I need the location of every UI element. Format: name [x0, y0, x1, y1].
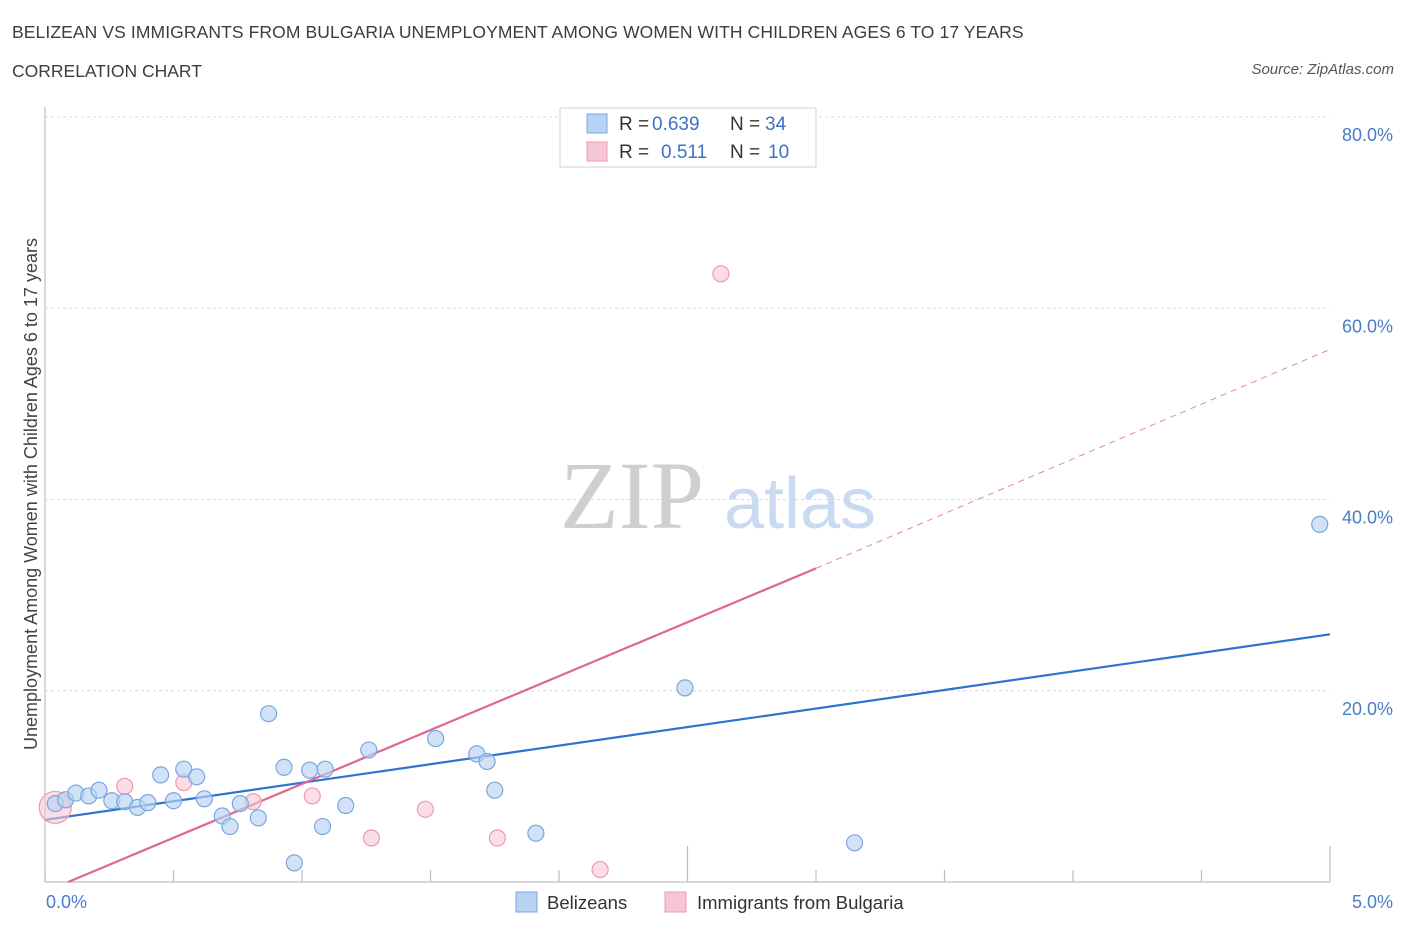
x-tick-label-min: 0.0% — [46, 892, 87, 912]
point-belizeans-12 — [188, 768, 206, 786]
y-tick-label-2: 60.0% — [1342, 316, 1393, 336]
x-tick-labels: 0.0% 5.0% — [46, 892, 1393, 912]
point-belizeans-30 — [527, 824, 545, 842]
point-belizeans-10 — [164, 792, 183, 810]
point-belizeans-18 — [259, 705, 278, 723]
legend-swatch-bulgaria — [586, 141, 608, 162]
point-bulgaria-6 — [416, 800, 434, 818]
gridlines — [45, 116, 1330, 692]
bottom-legend-label-belizeans: Belizeans — [547, 892, 627, 913]
data-points — [38, 265, 1329, 879]
point-belizeans-16 — [231, 794, 249, 813]
point-belizeans-4 — [90, 781, 108, 799]
point-belizeans-11 — [175, 760, 193, 778]
point-belizeans-29 — [486, 781, 504, 799]
y-tick-label-1: 40.0% — [1342, 508, 1393, 528]
bottom-legend-swatch-belizeans — [515, 891, 538, 913]
bottom-legend: Belizeans Immigrants from Bulgaria — [515, 891, 904, 913]
legend-n-value-1: 34 — [765, 114, 787, 135]
point-bulgaria-1 — [116, 777, 134, 795]
legend-r-label-2: R = — [619, 142, 649, 163]
watermark: ZIP atlas — [560, 442, 876, 549]
point-belizeans-33 — [1311, 515, 1329, 533]
point-bulgaria-7 — [488, 829, 506, 847]
legend-n-label-1: N = — [730, 114, 760, 135]
legend-n-label-2: N = — [730, 142, 760, 163]
point-belizeans-28 — [478, 752, 496, 771]
legend-r-value-2: 0.511 — [661, 142, 707, 163]
point-belizeans-15 — [221, 817, 239, 836]
source-credit: Source: ZipAtlas.com — [1251, 61, 1394, 78]
point-bulgaria-8 — [591, 860, 609, 879]
point-belizeans-22 — [313, 817, 332, 836]
point-belizeans-17 — [249, 809, 267, 827]
point-belizeans-21 — [301, 761, 319, 779]
watermark-zip: ZIP — [560, 442, 704, 549]
point-belizeans-24 — [337, 796, 355, 815]
watermark-atlas: atlas — [724, 464, 876, 544]
y-tick-label-0: 20.0% — [1342, 699, 1393, 719]
point-belizeans-19 — [275, 758, 293, 776]
trendline-bulgaria — [67, 567, 817, 884]
point-belizeans-31 — [676, 679, 694, 697]
x-tick-label-max: 5.0% — [1352, 892, 1393, 912]
bottom-legend-swatch-bulgaria — [664, 891, 687, 913]
point-belizeans-23 — [316, 760, 334, 778]
point-belizeans-32 — [845, 834, 864, 852]
legend-r-value-1: 0.639 — [652, 114, 700, 135]
point-belizeans-13 — [195, 790, 213, 808]
y-tick-labels: 20.0% 40.0% 60.0% 80.0% — [1342, 125, 1393, 719]
trendlines — [44, 348, 1331, 884]
trendline-bulgaria-extension — [815, 348, 1331, 569]
legend-r-label-1: R = — [619, 114, 649, 135]
y-tick-label-3: 80.0% — [1342, 125, 1393, 145]
point-bulgaria-5 — [362, 829, 380, 847]
top-legend: R = 0.639 N = 34 R = 0.511 N = 10 — [559, 107, 817, 168]
trendline-belizeans — [44, 633, 1331, 821]
y-axis-title: Unemployment Among Women with Children A… — [21, 238, 41, 750]
point-bulgaria-4 — [303, 787, 321, 805]
chart-title: BELIZEAN VS IMMIGRANTS FROM BULGARIA UNE… — [12, 22, 1024, 42]
point-bulgaria-9 — [712, 265, 730, 283]
legend-swatch-belizeans — [586, 113, 608, 134]
point-belizeans-20 — [285, 854, 303, 872]
point-belizeans-9 — [152, 766, 170, 784]
bottom-legend-label-bulgaria: Immigrants from Bulgaria — [697, 892, 904, 913]
chart-subtitle: CORRELATION CHART — [12, 61, 202, 81]
point-belizeans-25 — [360, 741, 378, 759]
point-belizeans-26 — [427, 729, 445, 748]
legend-n-value-2: 10 — [768, 142, 789, 163]
axes — [44, 107, 1331, 883]
point-belizeans-8 — [139, 794, 157, 812]
